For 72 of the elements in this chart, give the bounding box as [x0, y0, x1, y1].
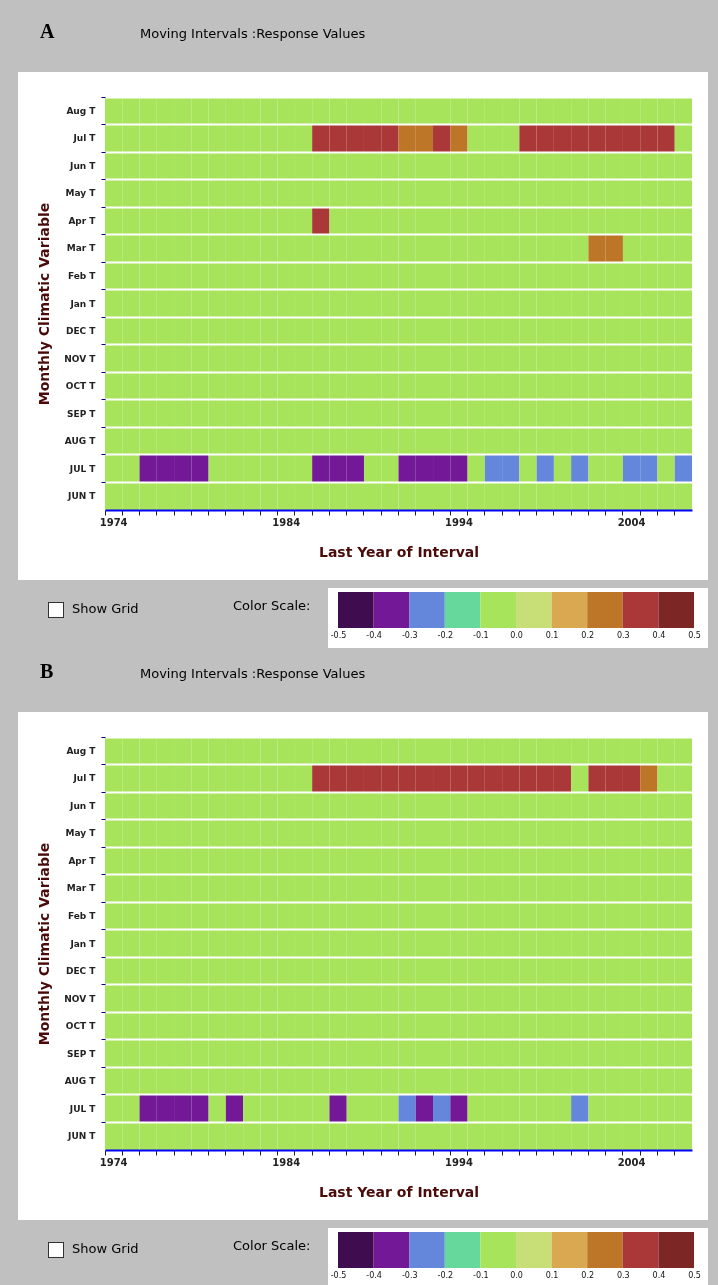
color-bar-label: -0.3: [401, 630, 418, 640]
color-bar-label: 0.5: [688, 1270, 701, 1280]
y-axis-title: Monthly Climatic Variable: [36, 202, 53, 406]
color-bar-label: 0.3: [616, 1270, 630, 1280]
x-tick-label: 1994: [445, 1156, 473, 1168]
color-bar-label: 0.1: [545, 630, 559, 640]
color-bar-label: -0.3: [401, 1270, 418, 1280]
y-tick-label: NOV T: [64, 993, 97, 1004]
y-tick-label: SEP T: [67, 1048, 97, 1059]
y-tick-label: JUL T: [68, 463, 97, 474]
y-tick-label: AUG T: [64, 1076, 97, 1087]
color-bar-title: Color Scale:: [233, 1238, 311, 1253]
color-bar-label: -0.5: [330, 630, 347, 640]
chart-title: Moving Intervals :Response Values: [140, 26, 366, 41]
color-bar-label: 0.0: [510, 630, 523, 640]
y-tick-label: Apr T: [68, 855, 97, 866]
x-tick-label: 1974: [99, 1156, 128, 1168]
color-bar-label: 0.2: [581, 1270, 595, 1280]
y-tick-label: May T: [65, 828, 97, 839]
x-tick-label: 1984: [272, 516, 301, 528]
y-tick-label: Feb T: [67, 270, 97, 281]
color-bar-label: -0.1: [473, 1270, 489, 1280]
y-tick-label: Jan T: [69, 938, 97, 949]
y-axis-title: Monthly Climatic Variable: [36, 842, 53, 1046]
y-tick-label: Mar T: [66, 243, 97, 254]
x-tick-label: 1994: [445, 516, 473, 528]
color-bar-label: -0.5: [330, 1270, 347, 1280]
color-bar-label: 0.4: [652, 1270, 666, 1280]
y-tick-label: JUN T: [67, 1131, 97, 1142]
x-tick-label: 1974: [99, 516, 128, 528]
y-tick-label: Feb T: [67, 910, 97, 921]
chart-title: Moving Intervals :Response Values: [140, 666, 366, 681]
y-tick-label: JUL T: [68, 1103, 97, 1114]
y-tick-label: Aug T: [66, 745, 97, 756]
y-tick-label: OCT T: [65, 1021, 97, 1032]
y-tick-label: Apr T: [68, 215, 97, 226]
x-tick-label: 2004: [617, 1156, 646, 1168]
x-tick-label: 2004: [617, 516, 646, 528]
y-tick-label: DEC T: [66, 966, 97, 977]
y-tick-label: AUG T: [64, 436, 97, 447]
color-bar-title: Color Scale:: [233, 598, 311, 613]
color-bar-label: -0.2: [437, 630, 454, 640]
x-axis-title: Last Year of Interval: [318, 1183, 480, 1200]
color-bar-label: 0.1: [545, 1270, 559, 1280]
color-bar-label: 0.4: [652, 630, 666, 640]
y-tick-label: Jan T: [69, 298, 97, 309]
y-tick-label: DEC T: [66, 326, 97, 337]
color-bar-label: 0.0: [510, 1270, 523, 1280]
y-tick-label: Jul T: [72, 773, 97, 784]
color-bar-label: -0.1: [473, 630, 489, 640]
y-tick-label: Aug T: [66, 105, 97, 116]
y-tick-label: Jun T: [69, 160, 97, 171]
y-tick-label: May T: [65, 188, 97, 199]
color-bar-label: 0.2: [581, 630, 595, 640]
color-bar-label: 0.5: [688, 630, 701, 640]
color-bar-label: -0.2: [437, 1270, 454, 1280]
text: A: [40, 20, 55, 43]
color-bar-label: -0.4: [366, 1270, 382, 1280]
color-bar-label: -0.4: [366, 630, 382, 640]
y-tick-label: SEP T: [67, 408, 97, 419]
x-axis-title: Last Year of Interval: [318, 543, 480, 560]
y-tick-label: OCT T: [65, 381, 97, 392]
y-tick-label: Jun T: [69, 800, 97, 811]
x-tick-label: 1984: [272, 1156, 301, 1168]
y-tick-label: Jul T: [72, 133, 97, 144]
text: Show Grid: [72, 601, 139, 616]
y-tick-label: NOV T: [64, 353, 97, 364]
y-tick-label: JUN T: [67, 491, 97, 502]
text: Show Grid: [72, 1241, 139, 1256]
color-bar-label: 0.3: [616, 630, 630, 640]
y-tick-label: Mar T: [66, 883, 97, 894]
text: B: [40, 660, 54, 683]
